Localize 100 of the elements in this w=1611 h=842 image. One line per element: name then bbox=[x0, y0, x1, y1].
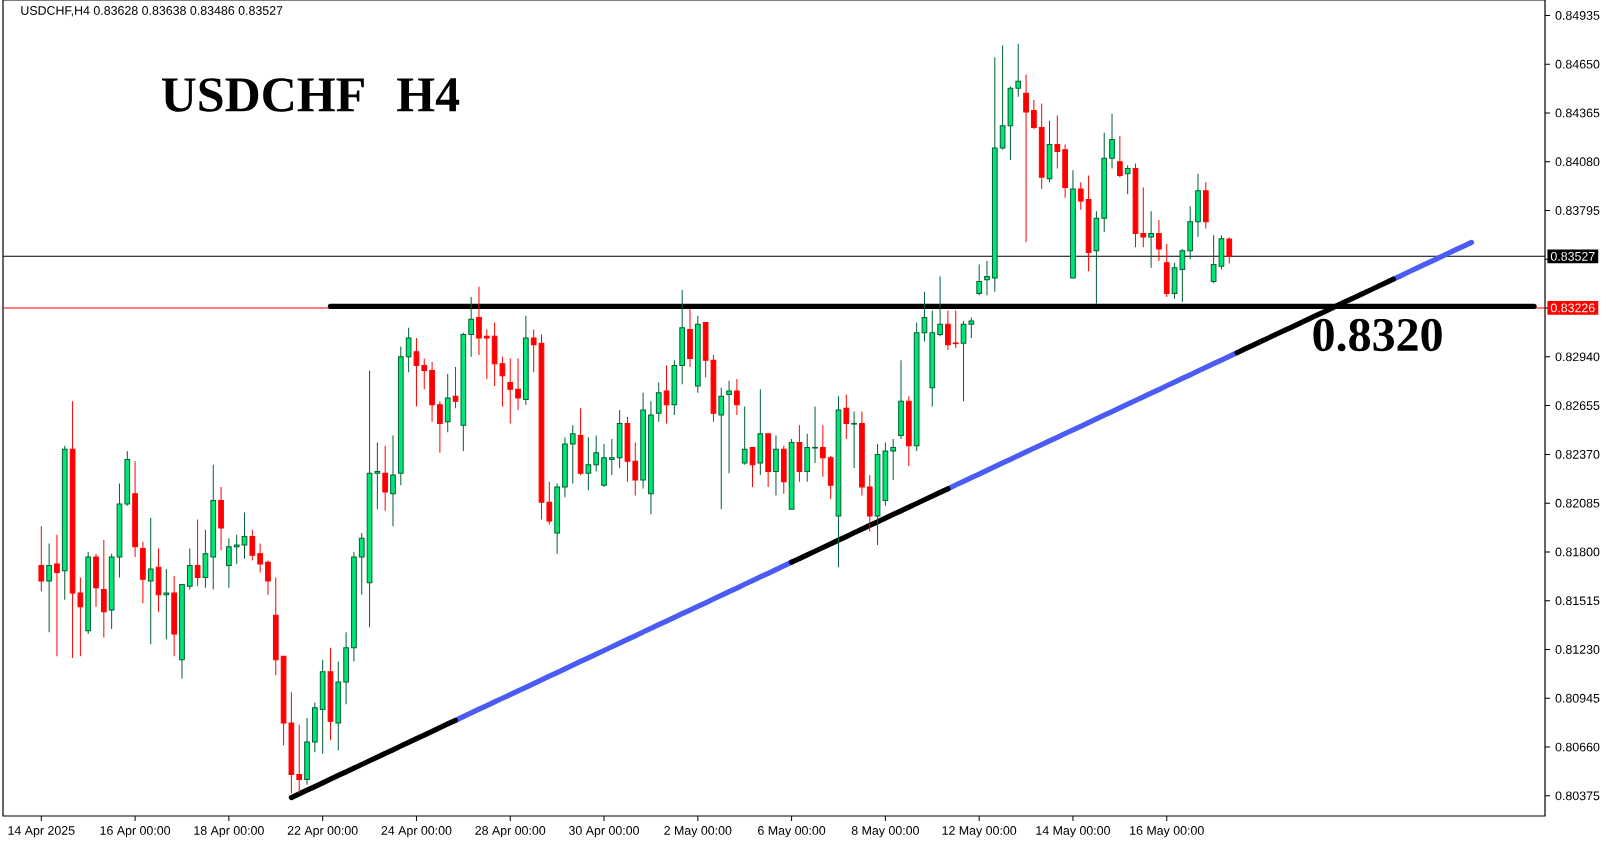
candlestick bbox=[202, 529, 209, 589]
annotation: USDCHF,H4 0.83628 0.83638 0.83486 0.83527 bbox=[21, 6, 283, 17]
candlestick bbox=[952, 310, 959, 349]
candlestick bbox=[843, 393, 850, 440]
candlestick bbox=[890, 438, 897, 481]
candlestick bbox=[734, 378, 740, 416]
candlestick bbox=[1156, 219, 1162, 262]
candlestick bbox=[1109, 113, 1115, 170]
candlestick bbox=[437, 400, 443, 454]
y-tick-label: 0.82655 bbox=[1555, 401, 1600, 410]
candlestick bbox=[726, 380, 732, 474]
y-tick-label: 0.84080 bbox=[1555, 157, 1600, 167]
y-tick-label: 0.82370 bbox=[1555, 449, 1600, 459]
y-tick-label: 0.82085 bbox=[1555, 498, 1600, 508]
candlestick bbox=[194, 518, 201, 587]
candlestick bbox=[546, 481, 553, 526]
candlestick bbox=[1015, 43, 1022, 98]
candlestick bbox=[593, 435, 600, 472]
candlestick bbox=[585, 436, 592, 491]
y-tick-label: 0.81230 bbox=[1555, 645, 1600, 654]
candlestick bbox=[507, 358, 514, 425]
ref-line-label: 0.83226 bbox=[1550, 303, 1595, 313]
candlestick bbox=[741, 405, 748, 466]
candlestick bbox=[663, 364, 670, 425]
candlestick bbox=[382, 445, 389, 512]
candlestick bbox=[265, 559, 271, 596]
candlestick bbox=[1117, 135, 1123, 178]
candlestick bbox=[804, 433, 811, 483]
candlestick bbox=[1148, 210, 1154, 269]
candlestick bbox=[296, 724, 303, 794]
text: USDCHF H4 bbox=[161, 78, 460, 112]
x-tick-label: 22 Apr 00:00 bbox=[287, 826, 358, 838]
candlestick bbox=[241, 512, 248, 560]
candlestick bbox=[100, 539, 107, 638]
y-tick-label: 0.81515 bbox=[1555, 596, 1600, 606]
x-tick-label: 16 May 00:00 bbox=[1130, 826, 1204, 838]
candlestick bbox=[812, 405, 818, 464]
candlestick bbox=[1140, 186, 1147, 248]
ref-line-label: 0.83527 bbox=[1550, 251, 1595, 261]
candlestick bbox=[632, 441, 639, 496]
y-tick-label: 0.80660 bbox=[1555, 742, 1600, 752]
candlestick bbox=[1124, 164, 1131, 195]
y-tick-label: 0.80945 bbox=[1555, 693, 1600, 703]
candlestick bbox=[773, 435, 779, 496]
candlestick bbox=[147, 517, 154, 645]
y-tick-label: 0.84365 bbox=[1555, 108, 1600, 118]
y-tick-label: 0.82940 bbox=[1555, 352, 1600, 362]
candlestick bbox=[945, 310, 951, 351]
candlestick bbox=[452, 366, 459, 409]
y-tick-label: 0.84650 bbox=[1555, 59, 1600, 69]
candlestick bbox=[226, 537, 232, 589]
candlestick bbox=[569, 424, 576, 484]
x-tick-label: 6 May 00:00 bbox=[758, 826, 826, 838]
candlestick bbox=[937, 275, 943, 337]
candlestick bbox=[515, 358, 521, 411]
candlestick bbox=[421, 358, 428, 390]
candlestick bbox=[976, 263, 983, 296]
candlestick bbox=[163, 568, 170, 640]
candlestick bbox=[186, 548, 193, 591]
candlestick bbox=[468, 296, 474, 358]
candlestick bbox=[1023, 73, 1029, 243]
candlestick bbox=[718, 387, 725, 510]
candlestick bbox=[1031, 99, 1037, 130]
candlestick bbox=[476, 286, 482, 356]
candlestick bbox=[1054, 115, 1061, 170]
candlestick bbox=[233, 534, 240, 565]
candlestick bbox=[984, 260, 990, 296]
x-tick-label: 14 May 00:00 bbox=[1036, 826, 1111, 838]
x-tick-label: 14 Apr 2025 bbox=[8, 826, 75, 838]
x-tick-label: 12 May 00:00 bbox=[942, 826, 1017, 838]
candlestick bbox=[820, 424, 826, 478]
x-tick-label: 30 Apr 00:00 bbox=[568, 826, 640, 838]
x-tick-label: 28 Apr 00:00 bbox=[475, 826, 546, 838]
y-tick-label: 0.81800 bbox=[1555, 547, 1600, 557]
series-label: 0.8320 bbox=[1313, 318, 1442, 352]
candlestick bbox=[1226, 236, 1233, 264]
y-tick-label: 0.80375 bbox=[1555, 791, 1600, 801]
candlestick bbox=[38, 525, 45, 592]
candlestick bbox=[249, 529, 256, 561]
y-tick-label: 0.84935 bbox=[1555, 11, 1600, 20]
x-tick-label: 24 Apr 00:00 bbox=[381, 826, 452, 838]
candlestick bbox=[413, 337, 420, 407]
candlestick bbox=[608, 438, 615, 476]
x-tick-label: 8 May 00:00 bbox=[851, 826, 919, 838]
y-tick-label: 0.83795 bbox=[1555, 206, 1600, 215]
candlestick bbox=[1077, 181, 1084, 211]
x-tick-label: 16 Apr 00:00 bbox=[100, 826, 171, 838]
candlestick bbox=[444, 373, 451, 433]
candlestick bbox=[390, 435, 396, 527]
candlestick bbox=[405, 327, 412, 373]
candlestick bbox=[483, 328, 490, 380]
candlestick bbox=[46, 542, 52, 633]
candlestick bbox=[749, 447, 756, 488]
candlestick bbox=[655, 382, 662, 423]
x-tick-label: 18 Apr 00:00 bbox=[194, 826, 264, 838]
candlestick bbox=[851, 411, 857, 469]
candlestick bbox=[257, 542, 263, 573]
candlestick bbox=[54, 534, 60, 657]
x-tick-label: 2 May 00:00 bbox=[664, 826, 732, 838]
candlestick bbox=[358, 532, 365, 596]
